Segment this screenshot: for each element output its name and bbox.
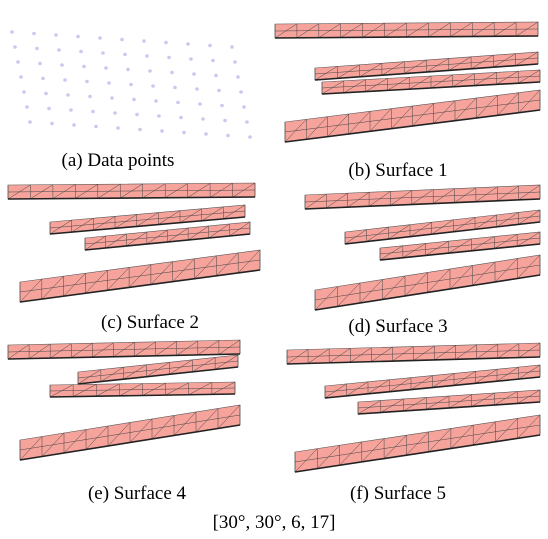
panel-caption: (f) Surface 5 [350, 483, 446, 504]
data-point [66, 93, 70, 97]
data-point [214, 74, 218, 78]
panel-caption: (a) Data points [62, 150, 175, 171]
data-point [72, 123, 76, 127]
data-point [138, 128, 142, 132]
data-point [154, 99, 158, 103]
data-point [176, 101, 180, 105]
data-point [120, 38, 124, 42]
panel-caption: (b) Surface 1 [348, 160, 447, 181]
data-point [145, 54, 149, 58]
data-point [170, 71, 174, 75]
data-point [113, 111, 117, 115]
data-point [142, 39, 146, 43]
data-point [82, 65, 86, 69]
data-point [25, 105, 29, 109]
data-point [217, 89, 221, 93]
data-point [220, 104, 224, 108]
data-point [63, 78, 67, 82]
data-point [192, 72, 196, 76]
data-point [201, 117, 205, 121]
data-point [85, 80, 89, 84]
data-point [211, 59, 215, 63]
data-point [148, 69, 152, 73]
data-point [88, 95, 92, 99]
figure-caption: [30°, 30°, 6, 17] [213, 512, 336, 533]
data-point [44, 92, 48, 96]
data-point [101, 51, 105, 55]
data-point [41, 77, 45, 81]
data-point [182, 131, 186, 135]
data-point [164, 41, 168, 45]
data-point [160, 129, 164, 133]
data-point [19, 75, 23, 79]
data-point [236, 75, 240, 79]
data-point [173, 86, 177, 90]
data-point [129, 83, 133, 87]
artwork [8, 22, 540, 472]
data-point [60, 63, 64, 67]
data-point [239, 90, 243, 94]
data-point [10, 30, 14, 34]
data-point [132, 98, 136, 102]
data-point [22, 90, 26, 94]
data-point [186, 42, 190, 46]
data-point [179, 116, 183, 120]
data-point [50, 122, 54, 126]
data-point [245, 120, 249, 124]
panel-caption: (d) Surface 3 [348, 316, 447, 337]
data-point [76, 35, 80, 39]
data-point [98, 36, 102, 40]
data-point [57, 48, 61, 52]
data-point [79, 50, 83, 54]
data-point [16, 60, 20, 64]
data-point [13, 45, 17, 49]
data-point [126, 68, 130, 72]
data-point [195, 87, 199, 91]
data-point [226, 134, 230, 138]
data-point [91, 110, 95, 114]
data-point [198, 102, 202, 106]
data-point [110, 96, 114, 100]
data-point [208, 44, 212, 48]
data-point [94, 125, 98, 129]
data-point [189, 57, 193, 61]
data-point [35, 47, 39, 51]
panel-caption: (c) Surface 2 [101, 312, 199, 333]
data-point [230, 45, 234, 49]
data-point [28, 120, 32, 124]
data-point [54, 33, 58, 37]
figure: (a) Data points (b) Surface 1 (c) Surfac… [0, 0, 548, 539]
data-point [204, 132, 208, 136]
data-point [223, 119, 227, 123]
data-point [116, 126, 120, 130]
data-point [151, 84, 155, 88]
data-point [32, 32, 36, 36]
panel-caption: (e) Surface 4 [88, 483, 187, 504]
data-point [69, 108, 73, 112]
data-point [233, 60, 237, 64]
data-point [104, 66, 108, 70]
data-point [123, 53, 127, 57]
data-point [135, 113, 139, 117]
data-point [167, 56, 171, 60]
data-point [107, 81, 111, 85]
data-point [248, 135, 252, 139]
data-point [38, 62, 42, 66]
data-point [242, 105, 246, 109]
data-point [47, 107, 51, 111]
data-point [157, 114, 161, 118]
